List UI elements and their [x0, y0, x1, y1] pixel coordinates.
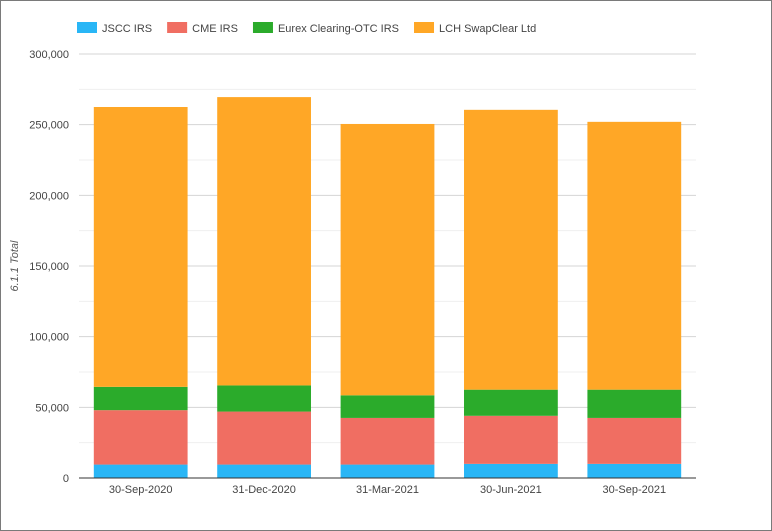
legend-swatch-cme-irs[interactable] [167, 22, 188, 33]
bar-cme-irs[interactable] [340, 417, 435, 465]
legend-swatch-lch-swapclear-ltd[interactable] [414, 22, 435, 33]
y-tick-label: 200,000 [29, 190, 69, 202]
legend-label-cme-irs[interactable]: CME IRS [192, 23, 238, 35]
x-tick-label: 30-Sep-2021 [602, 484, 666, 496]
y-tick-labels: 0 50,000 100,000 150,000 200,000 250,000 300,0… [29, 49, 69, 485]
legend: JSCC IRS CME IRS Eurex Clearing-OTC IRS LCH… [77, 22, 536, 35]
bar-lch-swapclear-ltd[interactable] [464, 109, 558, 390]
bar-lch-swapclear-ltd[interactable] [340, 123, 435, 396]
legend-label-jscc-irs[interactable]: JSCC IRS [102, 23, 152, 35]
y-tick-label: 300,000 [29, 49, 69, 61]
legend-swatch-eurex-clearing-otc-irs[interactable] [252, 22, 273, 33]
y-axis-title: 6.1.1 Total [9, 240, 21, 292]
bar-eurex-clearing-otc-irs[interactable] [587, 389, 682, 418]
y-tick-label: 50,000 [35, 402, 69, 414]
bar-eurex-clearing-otc-irs[interactable] [340, 395, 435, 418]
bar-eurex-clearing-otc-irs[interactable] [217, 385, 311, 412]
x-tick-label: 31-Dec-2020 [232, 484, 296, 496]
bar-lch-swapclear-ltd[interactable] [93, 107, 188, 387]
bar-jscc-irs[interactable] [217, 464, 311, 478]
bar-lch-swapclear-ltd[interactable] [217, 97, 311, 386]
bar-eurex-clearing-otc-irs[interactable] [93, 386, 188, 411]
bar-jscc-irs[interactable] [587, 463, 682, 478]
y-tick-label: 0 [63, 473, 69, 485]
y-tick-label: 100,000 [29, 332, 69, 344]
bar-cme-irs[interactable] [217, 411, 311, 465]
bars [93, 97, 682, 478]
bar-jscc-irs[interactable] [340, 464, 435, 478]
legend-label-eurex-clearing-otc-irs[interactable]: Eurex Clearing-OTC IRS [278, 23, 399, 35]
x-tick-label: 30-Sep-2020 [109, 484, 173, 496]
y-tick-label: 150,000 [29, 261, 69, 273]
bar-cme-irs[interactable] [93, 410, 188, 465]
bar-cme-irs[interactable] [587, 417, 682, 464]
bar-lch-swapclear-ltd[interactable] [587, 121, 682, 390]
x-tick-labels: 30-Sep-2020 31-Dec-2020 31-Mar-2021 30-Jun-… [109, 484, 666, 496]
legend-swatch-jscc-irs[interactable] [77, 22, 97, 33]
legend-label-lch-swapclear-ltd[interactable]: LCH SwapClear Ltd [439, 23, 536, 35]
bar-jscc-irs[interactable] [464, 463, 558, 478]
bar-jscc-irs[interactable] [93, 464, 188, 478]
x-tick-label: 31-Mar-2021 [356, 484, 419, 496]
bar-eurex-clearing-otc-irs[interactable] [464, 389, 558, 416]
x-tick-label: 30-Jun-2021 [480, 484, 542, 496]
y-tick-label: 250,000 [29, 120, 69, 132]
bar-cme-irs[interactable] [464, 415, 558, 464]
